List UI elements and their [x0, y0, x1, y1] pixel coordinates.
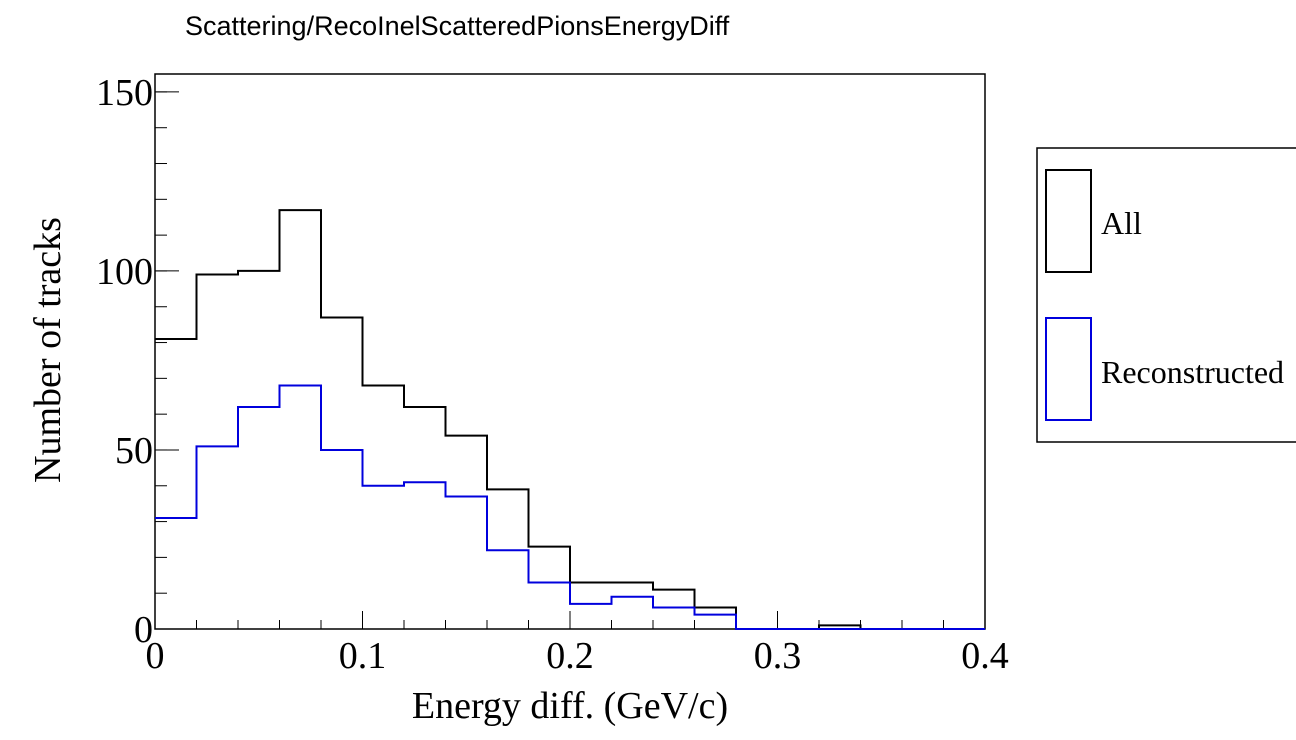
legend-label-all: All: [1101, 205, 1142, 241]
histogram-bin: [404, 482, 446, 629]
legend-frame: [1036, 147, 1296, 443]
legend-swatch-all: [1045, 169, 1092, 273]
x-tick-label: 0.3: [754, 635, 802, 677]
series-reconstructed: [155, 384, 985, 630]
histogram-bin: [446, 497, 488, 629]
histogram-bin: [155, 518, 197, 629]
x-tick-label: 0.1: [339, 635, 387, 677]
chart-title: Scattering/RecoInelScatteredPionsEnergyD…: [185, 11, 730, 41]
histogram-bin: [197, 446, 239, 629]
y-axis-ticks: 0 50 100 150: [96, 72, 179, 651]
histogram-bin: [238, 407, 280, 629]
legend-label-reconstructed: Reconstructed: [1101, 354, 1284, 390]
series-layer: [155, 209, 985, 630]
x-axis-label: Energy diff. (GeV/c): [412, 685, 728, 727]
histogram-bin: [529, 582, 571, 629]
histogram-bin: [321, 450, 363, 629]
histogram-step-line: [155, 384, 985, 630]
y-tick-label: 0: [134, 609, 153, 651]
y-tick-label: 50: [115, 430, 153, 472]
x-tick-label: 0.2: [546, 635, 594, 677]
histogram-bin: [363, 486, 405, 629]
y-tick-label: 150: [96, 72, 153, 114]
x-tick-label: 0.4: [961, 635, 1009, 677]
histogram-bin: [695, 615, 737, 629]
histogram-bin: [653, 608, 695, 629]
legend-swatch-reconstructed: [1045, 317, 1092, 421]
y-axis-label: Number of tracks: [27, 217, 69, 483]
histogram-bin: [280, 386, 322, 629]
y-tick-label: 100: [96, 251, 153, 293]
histogram-bin: [612, 597, 654, 629]
histogram-bin: [487, 550, 529, 629]
x-axis-ticks: 0 0.1 0.2 0.3 0.4: [146, 611, 1009, 677]
legend: All Reconstructed: [1036, 147, 1296, 443]
x-tick-label: 0: [146, 635, 165, 677]
histogram-bin: [570, 604, 612, 629]
